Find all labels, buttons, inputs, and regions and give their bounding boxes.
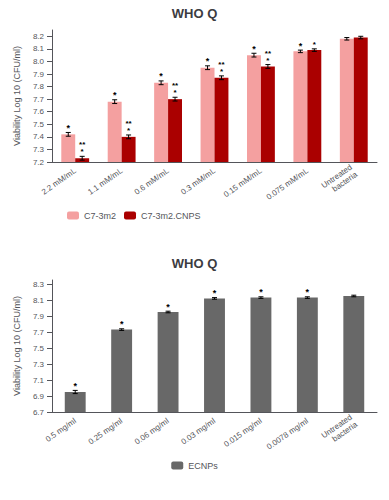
- svg-text:0.03 mg/ml: 0.03 mg/ml: [180, 416, 218, 446]
- svg-text:*: *: [113, 90, 117, 100]
- svg-text:0.25 mg/ml: 0.25 mg/ml: [87, 416, 125, 446]
- svg-text:*: *: [73, 381, 77, 391]
- svg-text:0.6 mM/mL: 0.6 mM/mL: [133, 166, 171, 197]
- svg-text:*: *: [159, 71, 163, 81]
- svg-text:*: *: [66, 123, 70, 133]
- svg-text:0.5 mg/ml: 0.5 mg/ml: [44, 416, 78, 444]
- svg-text:7.2: 7.2: [33, 158, 45, 167]
- svg-text:Untreated: Untreated: [319, 412, 354, 441]
- svg-text:7.4: 7.4: [33, 132, 45, 141]
- svg-text:8.1: 8.1: [33, 296, 45, 305]
- svg-text:*: *: [206, 56, 210, 66]
- svg-text:7.8: 7.8: [33, 82, 45, 91]
- svg-text:7.9: 7.9: [33, 70, 45, 79]
- svg-text:0.06 mg/ml: 0.06 mg/ml: [133, 416, 171, 446]
- svg-text:8.1: 8.1: [33, 44, 45, 53]
- svg-text:bacteria: bacteria: [330, 170, 359, 194]
- svg-text:7.7: 7.7: [33, 328, 45, 337]
- svg-text:0.0078 mg/ml: 0.0078 mg/ml: [265, 416, 310, 451]
- svg-text:0.015 mg/ml: 0.015 mg/ml: [222, 416, 263, 449]
- svg-text:*: *: [166, 302, 170, 312]
- svg-text:*: *: [173, 88, 177, 97]
- svg-text:0.075 mM/mL: 0.075 mM/mL: [265, 166, 311, 202]
- svg-text:*: *: [213, 288, 217, 298]
- svg-text:*: *: [127, 126, 131, 135]
- svg-text:*: *: [220, 67, 224, 76]
- svg-text:*: *: [81, 147, 85, 156]
- svg-text:*: *: [306, 287, 310, 297]
- svg-text:Viability Log 10 (CFU/ml): Viability Log 10 (CFU/ml): [12, 296, 22, 396]
- svg-text:7.6: 7.6: [33, 107, 45, 116]
- svg-text:C7-3m2: C7-3m2: [84, 211, 116, 221]
- svg-text:WHO Q: WHO Q: [172, 256, 218, 271]
- svg-text:7.3: 7.3: [33, 360, 45, 369]
- svg-text:WHO Q: WHO Q: [172, 6, 218, 21]
- svg-text:1.1 mM/mL: 1.1 mM/mL: [86, 166, 124, 197]
- svg-text:8.2: 8.2: [33, 32, 45, 41]
- svg-text:*: *: [120, 319, 124, 329]
- svg-text:7.1: 7.1: [33, 376, 45, 385]
- svg-text:8.0: 8.0: [33, 57, 45, 66]
- svg-text:*: *: [252, 44, 256, 54]
- svg-text:6.7: 6.7: [33, 408, 45, 417]
- svg-text:ECNPs: ECNPs: [188, 461, 218, 471]
- svg-text:C7-3m2.CNPS: C7-3m2.CNPS: [141, 211, 201, 221]
- svg-text:7.7: 7.7: [33, 95, 45, 104]
- svg-text:*: *: [299, 41, 303, 51]
- svg-text:7.9: 7.9: [33, 312, 45, 321]
- svg-text:0.15 mM/mL: 0.15 mM/mL: [222, 166, 264, 199]
- svg-text:Untreated: Untreated: [319, 162, 354, 191]
- svg-text:Viability Log 10 (CFU/ml): Viability Log 10 (CFU/ml): [12, 46, 22, 146]
- svg-text:0.3 mM/mL: 0.3 mM/mL: [179, 166, 217, 197]
- svg-text:6.9: 6.9: [33, 392, 45, 401]
- svg-text:7.3: 7.3: [33, 145, 45, 154]
- svg-text:*: *: [259, 287, 263, 297]
- svg-text:7.5: 7.5: [33, 344, 45, 353]
- svg-text:bacteria: bacteria: [330, 420, 359, 444]
- svg-text:8.3: 8.3: [33, 280, 45, 289]
- svg-text:*: *: [313, 40, 317, 49]
- svg-text:7.5: 7.5: [33, 120, 45, 129]
- svg-text:*: *: [266, 56, 270, 65]
- svg-text:2.2 mM/mL: 2.2 mM/mL: [40, 166, 78, 197]
